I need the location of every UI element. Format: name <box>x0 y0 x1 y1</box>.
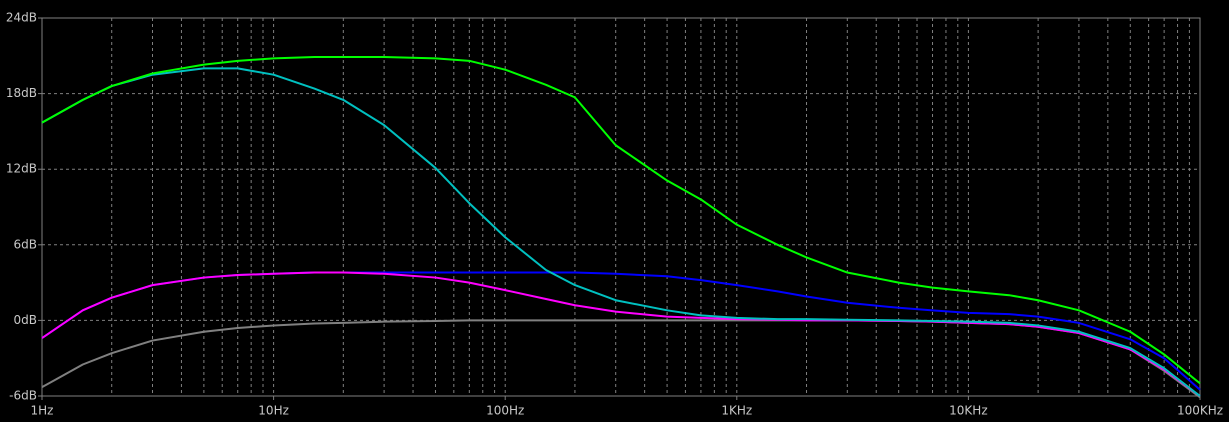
y-tick-label: 18dB <box>6 86 37 100</box>
x-tick-label: 1KHz <box>721 404 752 418</box>
series-line <box>41 56 1201 385</box>
x-tick-label: 10KHz <box>949 404 987 418</box>
x-tick-label: 1Hz <box>31 404 54 418</box>
y-tick-label: 6dB <box>14 237 37 251</box>
x-tick-label: 100KHz <box>1177 404 1223 418</box>
series-line <box>41 67 1201 397</box>
y-tick-label: 12dB <box>6 162 37 176</box>
plot-frame <box>41 17 1201 397</box>
x-tick-label: 10Hz <box>258 404 289 418</box>
series-line <box>41 271 1201 397</box>
y-tick-label: 0dB <box>14 313 37 327</box>
y-tick-label: -6dB <box>9 389 37 403</box>
y-tick-label: 24dB <box>6 11 37 25</box>
series-line <box>41 319 1201 399</box>
x-tick-label: 100Hz <box>486 404 524 418</box>
